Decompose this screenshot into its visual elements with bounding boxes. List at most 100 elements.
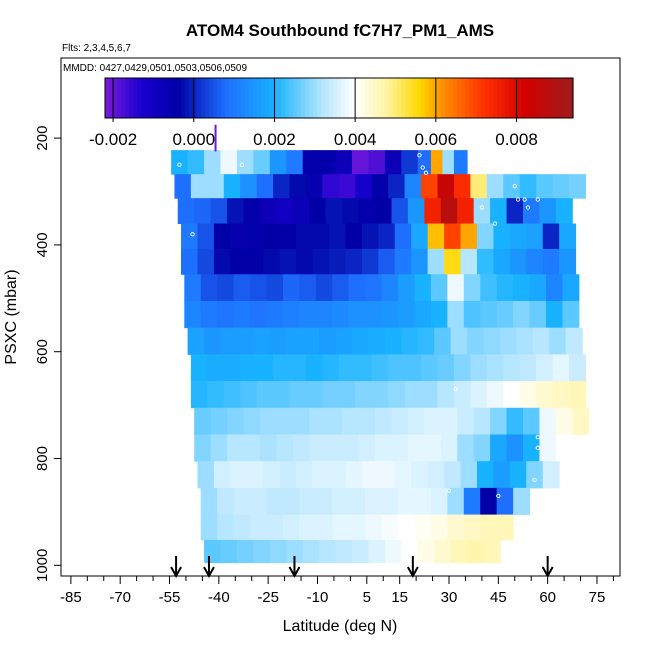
colorbar-segment [417, 78, 422, 118]
heatmap-cell [352, 150, 369, 175]
heatmap-cell [286, 327, 304, 355]
heatmap-cell [207, 381, 225, 409]
heatmap-cell [355, 174, 373, 199]
heatmap-cell [388, 354, 406, 382]
colorbar-segment [117, 78, 122, 118]
heatmap-cell [444, 461, 462, 489]
colorbar-segment [229, 78, 234, 118]
heatmap-cell [263, 461, 281, 489]
colorbar-segment [185, 78, 190, 118]
heatmap-cell [529, 274, 547, 302]
colorbar-tick-label: 0.002 [253, 130, 296, 149]
colorbar-segment [369, 78, 374, 118]
y-axis-title: PSXC (mbar) [3, 269, 20, 364]
heatmap-cell [246, 248, 264, 275]
heatmap-cell [394, 223, 412, 250]
heatmap-cell [503, 354, 521, 382]
colorbar-segment [297, 78, 302, 118]
heatmap-cell [250, 487, 268, 516]
heatmap-cell [442, 150, 455, 175]
colorbar-segment [541, 78, 546, 118]
heatmap-cell [440, 434, 458, 462]
heatmap-cell [552, 381, 570, 409]
colorbar-tick-label: 0.000 [172, 130, 215, 149]
heatmap-cell [569, 381, 586, 409]
colorbar-segment [201, 78, 206, 118]
heatmap-cell [388, 174, 406, 199]
heatmap-cell [269, 150, 287, 175]
open-circle-marker [535, 435, 540, 440]
heatmap-cell [322, 354, 340, 382]
heatmap-cell [496, 274, 514, 302]
heatmap-cell [352, 539, 369, 564]
x-tick-label: -10 [307, 589, 329, 606]
heatmap-cell [506, 434, 524, 462]
heatmap-cell [213, 248, 231, 275]
colorbar-segment [145, 78, 150, 118]
heatmap-cell [453, 354, 471, 382]
heatmap-cell [440, 198, 458, 225]
heatmap-cell [430, 300, 448, 329]
heatmap-cell [352, 327, 369, 355]
heatmap-cell [358, 434, 376, 462]
heatmap-cell [522, 434, 540, 462]
heatmap-cell [414, 300, 432, 329]
heatmap-cell [519, 174, 537, 199]
heatmap-cell [371, 174, 389, 199]
colorbar-segment [389, 78, 394, 118]
heatmap-cell [197, 248, 215, 275]
heatmap-cell [522, 407, 540, 435]
colorbar-segment [553, 78, 558, 118]
x-tick-label: -85 [60, 589, 82, 606]
heatmap-cell [519, 381, 537, 409]
x-tick-label: 75 [589, 589, 606, 606]
heatmap-cell [223, 174, 241, 199]
heatmap-cell [194, 407, 212, 435]
heatmap-cell [309, 198, 327, 225]
heatmap-cell [223, 354, 241, 382]
heatmap-cell [266, 300, 284, 329]
heatmap-cell [493, 461, 511, 489]
colorbar-segment [377, 78, 382, 118]
heatmap-cell [335, 327, 353, 355]
heatmap-cell [444, 223, 462, 250]
heatmap-cell [240, 354, 258, 382]
heatmap-cell [253, 150, 271, 175]
heatmap-cell [447, 300, 465, 329]
heatmap-cell [322, 174, 340, 199]
heatmap-cell [483, 539, 501, 564]
heatmap-cell [230, 461, 248, 489]
heatmap-cell [414, 274, 432, 302]
heatmap-cell [450, 539, 468, 564]
heatmap-cell [325, 198, 343, 225]
heatmap-cell [460, 461, 478, 489]
heatmap-cell [174, 174, 192, 199]
heatmap-cell [319, 150, 337, 175]
colorbar-segment [245, 78, 250, 118]
heatmap-cell [332, 300, 350, 329]
y-tick-label: 600 [34, 339, 51, 364]
heatmap-cell [503, 381, 521, 409]
heatmap-cell [381, 300, 399, 329]
colorbar-segment [269, 78, 274, 118]
heatmap-cell [315, 300, 333, 329]
colorbar-segment [141, 78, 146, 118]
colorbar-segment [213, 78, 218, 118]
colorbar-segment [433, 78, 438, 118]
heatmap-cell [220, 150, 238, 175]
heatmap-cell [325, 407, 343, 435]
heatmap-cell [328, 223, 346, 250]
x-tick-label: 15 [391, 589, 408, 606]
heatmap-cell [312, 223, 330, 250]
heatmap-cell [365, 274, 383, 302]
heatmap-cell [467, 539, 485, 564]
colorbar-segment [161, 78, 166, 118]
colorbar-segment [505, 78, 510, 118]
colorbar-tick-label: 0.006 [415, 130, 458, 149]
heatmap-cell [368, 539, 386, 564]
colorbar-segment [281, 78, 286, 118]
y-tick-label: 200 [34, 126, 51, 151]
colorbar-segment [549, 78, 554, 118]
heatmap-cell [269, 327, 287, 355]
heatmap-cell [187, 327, 205, 355]
